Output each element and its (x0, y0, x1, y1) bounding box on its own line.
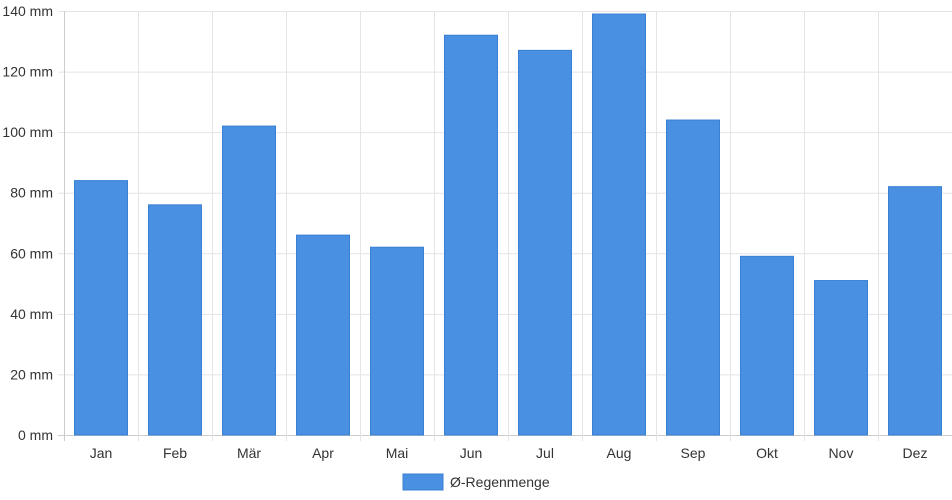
bars (74, 13, 942, 436)
bar-jan[interactable] (74, 180, 128, 436)
y-tick-label: 60 mm (10, 245, 53, 261)
x-tick-label: Jul (536, 445, 554, 461)
legend-swatch (402, 473, 444, 491)
x-tick-label: Nov (829, 445, 854, 461)
bar-apr[interactable] (296, 234, 350, 436)
legend[interactable]: Ø-Regenmenge (402, 473, 550, 491)
x-tick-label: Mai (386, 445, 409, 461)
bar-mär[interactable] (222, 125, 276, 436)
bar-jun[interactable] (444, 34, 498, 436)
bar-feb[interactable] (148, 204, 202, 436)
y-tick-label: 80 mm (10, 185, 53, 201)
y-axis-ticks: 0 mm 20 mm 40 mm 60 mm 80 mm 100 mm 120 mm 140 … (2, 3, 53, 443)
bar-nov[interactable] (814, 280, 868, 436)
x-tick-label: Okt (756, 445, 778, 461)
x-tick-label: Sep (681, 445, 706, 461)
legend-label: Ø-Regenmenge (450, 474, 550, 490)
y-tick-label: 0 mm (18, 427, 53, 443)
x-tick-label: Apr (312, 445, 334, 461)
bar-jul[interactable] (518, 49, 572, 436)
x-tick-label: Mär (237, 445, 261, 461)
x-axis-ticks: Jan Feb Mär Apr Mai Jun Jul Aug Sep Okt Nov Dez (90, 445, 928, 461)
y-tick-label: 140 mm (2, 3, 53, 19)
x-tick-label: Dez (903, 445, 928, 461)
bar-sep[interactable] (666, 119, 720, 436)
x-tick-label: Aug (607, 445, 632, 461)
bar-aug[interactable] (592, 13, 646, 436)
grid (58, 11, 952, 441)
y-tick-label: 40 mm (10, 306, 53, 322)
bar-dez[interactable] (888, 186, 942, 436)
y-tick-label: 100 mm (2, 124, 53, 140)
bar-okt[interactable] (740, 255, 794, 436)
bar-mai[interactable] (370, 246, 424, 436)
y-tick-label: 20 mm (10, 366, 53, 382)
x-tick-label: Jun (460, 445, 483, 461)
y-tick-label: 120 mm (2, 64, 53, 80)
x-tick-label: Jan (90, 445, 113, 461)
x-tick-label: Feb (163, 445, 187, 461)
